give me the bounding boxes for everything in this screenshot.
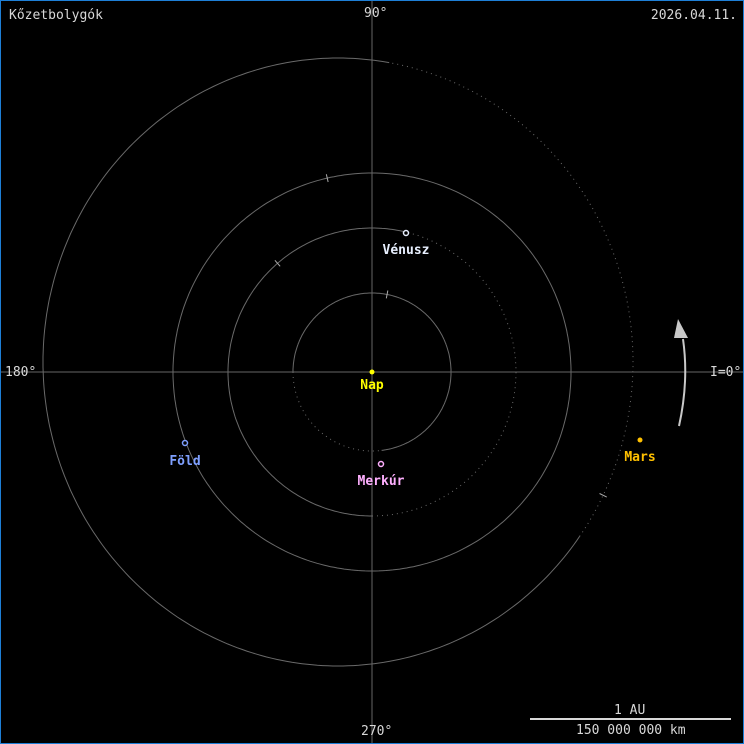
mars-orbit-dotted [389, 62, 634, 537]
mars-orbit [42, 57, 581, 667]
venus-orbit-tick [274, 259, 281, 267]
sun-label: Nap [360, 378, 384, 393]
earth-dot [181, 439, 189, 447]
venus-orbit [227, 227, 407, 517]
mercury-orbit-tick [385, 290, 389, 299]
scale-label-au: 1 AU [614, 703, 646, 718]
mercury-orbit [292, 292, 452, 451]
sun-dot [369, 369, 375, 375]
axis-label-180: 180° [5, 365, 37, 380]
earth-orbit [172, 172, 572, 572]
diagram-title: Kőzetbolygók [9, 8, 103, 23]
axis-label-270: 270° [361, 724, 393, 739]
venus-label: Vénusz [382, 243, 430, 258]
mercury-dot [377, 460, 385, 468]
date-label: 2026.04.11. [650, 8, 737, 23]
axis-label-0: I=0° [710, 365, 742, 380]
mars-dot [637, 437, 643, 443]
direction-arrow-head [674, 319, 688, 338]
mercury-label: Merkúr [357, 474, 405, 489]
scale-label-km: 150 000 000 km [576, 723, 686, 738]
earth-orbit-tick [325, 174, 329, 183]
axis-label-90: 90° [364, 6, 388, 21]
mars-orbit-tick [599, 493, 607, 498]
mars-label: Mars [624, 450, 656, 465]
venus-dot [402, 229, 410, 237]
direction-arrow [678, 338, 687, 427]
earth-label: Föld [169, 454, 201, 469]
